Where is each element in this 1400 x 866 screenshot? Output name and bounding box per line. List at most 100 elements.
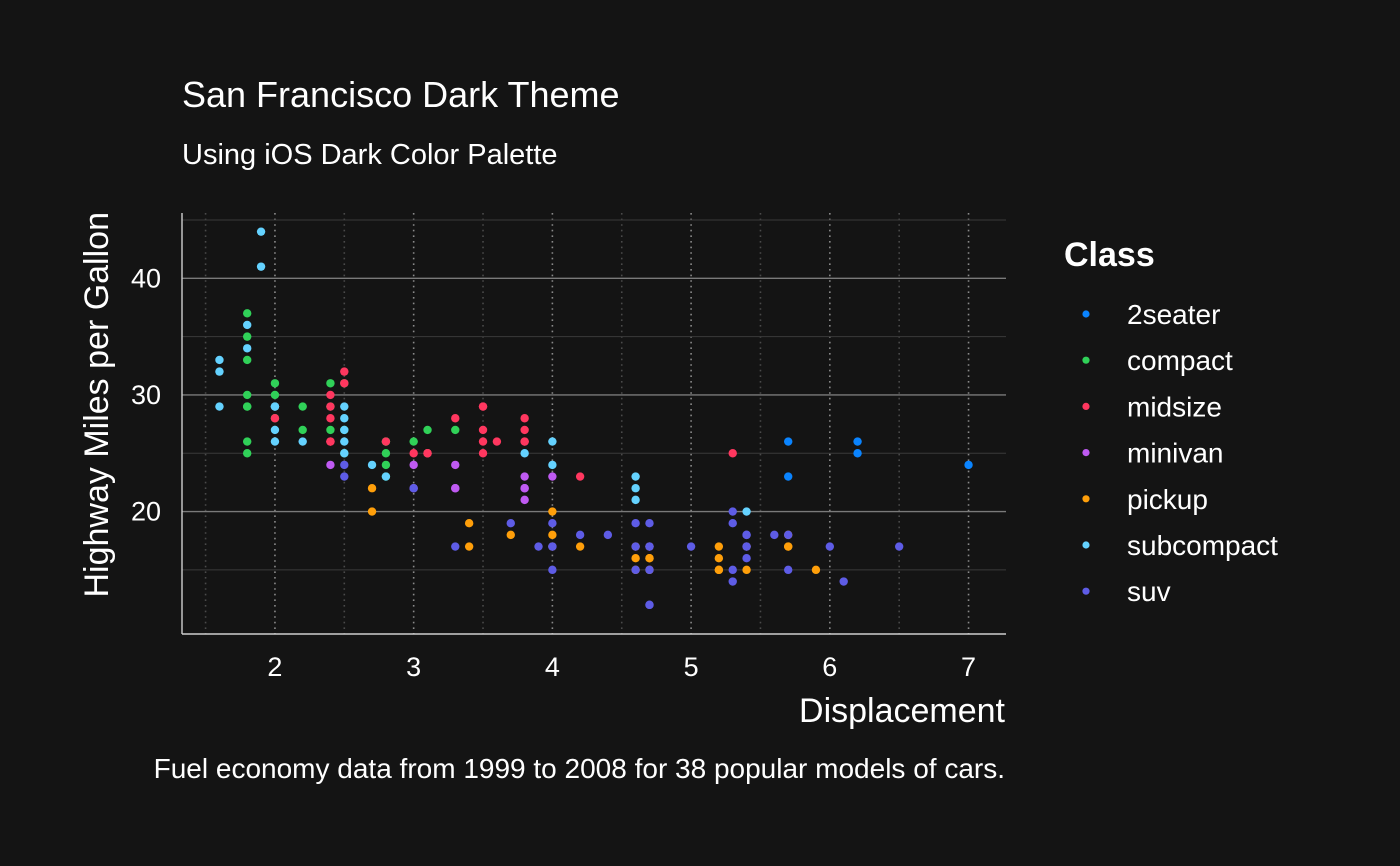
data-point-compact [381,449,391,458]
legend-label: pickup [1127,484,1208,515]
data-point-compact [423,425,432,435]
legend-swatch [1082,587,1090,595]
legend-item-subcompact: subcompact [1082,530,1278,561]
data-point-subcompact [270,402,280,411]
data-point-pickup [784,542,793,551]
data-point-midsize [478,449,488,458]
legend-label: subcompact [1127,530,1278,561]
data-point-subcompact [340,437,349,446]
y-tick-label: 40 [131,263,161,293]
data-point-compact [242,355,252,365]
data-point-midsize [381,437,391,446]
data-point-pickup [464,519,474,528]
data-point-suv [631,519,640,528]
legend-item-2seater: 2seater [1082,299,1220,330]
data-point-pickup [548,507,557,516]
legend-item-minivan: minivan [1082,438,1223,469]
data-point-compact [451,425,460,435]
grid-lines [182,213,1006,634]
data-point-subcompact [256,227,266,236]
data-point-suv [742,530,751,540]
legend: Class 2seater compact midsize minivan pickup… [1064,236,1278,607]
data-point-pickup [714,553,724,563]
data-point-minivan [520,495,529,505]
data-point-subcompact [340,402,349,411]
data-point-midsize [409,449,418,458]
data-point-subcompact [215,355,224,365]
data-point-suv [631,565,640,575]
data-point-suv [784,530,793,540]
y-tick-label: 30 [131,380,161,410]
data-point-minivan [451,460,460,470]
y-axis-label: Highway Miles per Gallon [78,212,116,598]
data-point-midsize [520,414,529,423]
legend-swatch [1082,449,1090,457]
data-point-minivan [520,472,529,481]
data-point-compact [381,460,391,470]
data-point-suv [575,530,585,540]
data-point-subcompact [367,460,377,470]
data-point-pickup [506,530,515,540]
data-point-compact [242,332,252,341]
data-point-midsize [326,390,335,400]
data-point-2seater [784,437,793,446]
data-point-pickup [631,553,640,563]
chart-caption: Fuel economy data from 1999 to 2008 for … [154,753,1005,784]
data-point-pickup [575,542,585,551]
data-point-suv [742,553,751,563]
legend-label: midsize [1127,391,1222,422]
data-point-subcompact [270,425,280,435]
data-point-compact [242,437,252,446]
data-point-subcompact [340,425,349,435]
data-point-pickup [714,542,724,551]
data-point-suv [770,530,779,540]
data-point-suv [894,542,904,551]
data-point-pickup [645,553,654,563]
data-point-suv [645,600,654,610]
data-point-subcompact [215,402,224,411]
data-point-2seater [784,472,793,481]
legend-label: compact [1127,345,1233,376]
data-point-suv [631,542,640,551]
data-point-suv [825,542,835,551]
data-point-2seater [964,460,973,470]
data-point-subcompact [631,472,640,481]
data-points [215,227,973,610]
data-point-subcompact [631,495,640,505]
data-point-compact [409,437,418,446]
data-point-midsize [340,367,349,376]
data-point-subcompact [742,507,751,516]
x-axis-ticks: 2 3 4 5 6 7 [267,652,976,682]
data-point-compact [326,425,335,435]
data-point-subcompact [631,484,640,493]
x-tick-label: 3 [406,652,421,682]
legend-item-midsize: midsize [1082,391,1222,422]
data-point-compact [298,425,307,435]
data-point-minivan [409,460,418,470]
data-point-midsize [451,414,460,423]
data-point-midsize [326,402,335,411]
data-point-minivan [326,460,335,470]
x-tick-label: 7 [961,652,976,682]
data-point-suv [645,565,654,575]
data-point-midsize [492,437,502,446]
chart-title: San Francisco Dark Theme [182,74,620,115]
legend-items: 2seater compact midsize minivan pickup subcom… [1082,299,1278,607]
data-point-compact [326,379,335,388]
legend-item-pickup: pickup [1082,484,1208,515]
data-point-midsize [728,449,737,458]
data-point-pickup [742,565,751,575]
data-point-compact [242,309,252,318]
data-point-subcompact [520,449,529,458]
legend-swatch [1082,495,1090,503]
y-tick-label: 20 [131,497,161,527]
data-point-pickup [464,542,474,551]
data-point-suv [839,577,848,586]
x-tick-label: 5 [684,652,699,682]
data-point-suv [645,542,654,551]
data-point-minivan [548,472,557,481]
data-point-pickup [367,484,377,493]
axis-lines [181,213,1006,635]
data-point-suv [728,577,737,586]
